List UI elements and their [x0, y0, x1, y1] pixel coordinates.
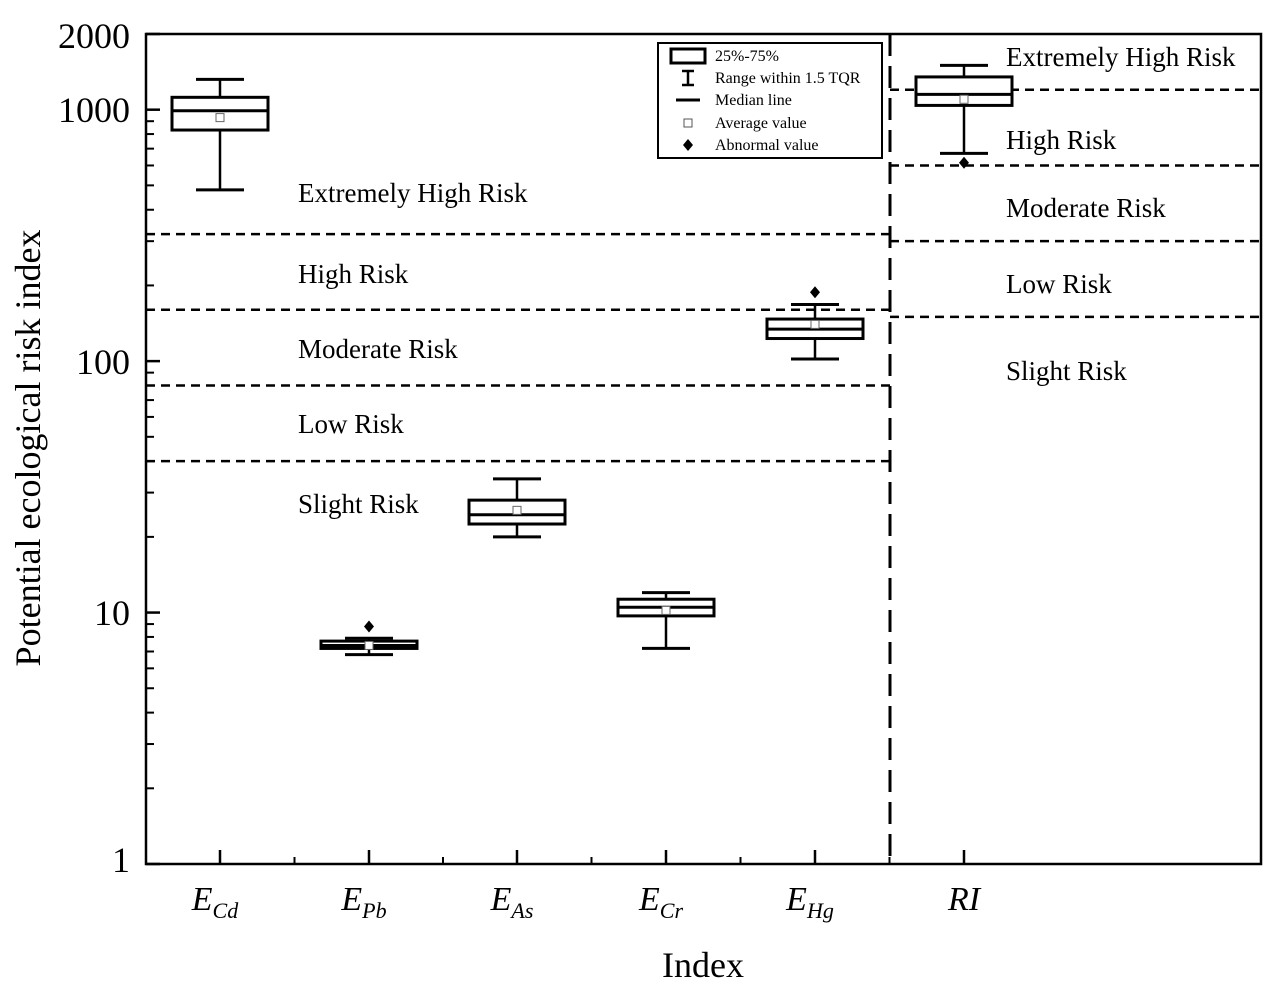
- y-tick-label: 10: [94, 593, 130, 633]
- risk-label-right: High Risk: [1006, 125, 1117, 155]
- box-EPb: [319, 620, 419, 657]
- x-tick-label-main: RI: [947, 881, 982, 918]
- x-tick-label-main: E: [191, 881, 213, 918]
- risk-label-right: Extremely High Risk: [1006, 42, 1236, 72]
- box-RI: [914, 63, 1014, 169]
- mean-marker: [810, 319, 820, 329]
- outlier-marker: [810, 286, 820, 299]
- legend-label: Average value: [715, 115, 807, 132]
- y-axis: 1 10 100 1000 2000: [58, 16, 160, 880]
- risk-label-right: Low Risk: [1006, 269, 1112, 299]
- x-tick-label-subscript: Pb: [361, 898, 386, 923]
- y-tick-label: 1: [112, 840, 130, 880]
- risk-threshold-lines: [146, 88, 1261, 463]
- box-ECr: [616, 591, 716, 650]
- mean-marker: [512, 505, 522, 515]
- box-EHg: [765, 286, 865, 361]
- legend-entry: Range within 1.5 TQR: [682, 69, 861, 87]
- risk-label-right: Moderate Risk: [1006, 193, 1166, 223]
- legend-entry: Abnormal value: [683, 137, 819, 154]
- x-tick-label-main: E: [340, 881, 362, 918]
- risk-label-left: Slight Risk: [298, 489, 419, 519]
- plot-border: [144, 32, 1263, 866]
- x-tick-label-subscript: Cr: [660, 898, 684, 923]
- x-tick-label-subscript: Hg: [806, 898, 834, 923]
- risk-labels: Extremely High Risk High Risk Moderate Ris…: [298, 42, 1236, 519]
- x-tick-label: ECd: [191, 881, 239, 923]
- risk-label-left: Moderate Risk: [298, 334, 458, 364]
- x-tick-label-subscript: As: [509, 898, 533, 923]
- mean-marker: [661, 605, 671, 615]
- y-tick-label: 2000: [58, 16, 130, 56]
- legend-label: Median line: [715, 92, 792, 109]
- plot-frame: [144, 32, 1263, 866]
- box-ECd: [170, 77, 270, 192]
- legend-outlier-symbol: [683, 139, 693, 151]
- x-tick-label: RI: [947, 881, 982, 918]
- y-tick-label: 100: [76, 342, 130, 382]
- x-tick-label: ECr: [638, 881, 683, 923]
- mean-marker: [364, 640, 374, 650]
- risk-label-right: Slight Risk: [1006, 356, 1127, 386]
- x-tick-label-main: E: [490, 881, 512, 918]
- legend-mean-symbol: [683, 118, 693, 128]
- legend-entry: 25%-75%: [669, 47, 779, 65]
- y-axis-title: Potential ecological risk index: [8, 230, 48, 667]
- legend: 25%-75% Range within 1.5 TQR Median line Av…: [657, 42, 883, 159]
- risk-label-left: Low Risk: [298, 409, 404, 439]
- mean-marker: [215, 113, 225, 123]
- x-tick-label-main: E: [638, 881, 660, 918]
- legend-label: Range within 1.5 TQR: [715, 70, 861, 87]
- legend-box-symbol: [669, 47, 707, 65]
- x-tick-label: EHg: [785, 881, 834, 923]
- legend-entry: Average value: [683, 115, 807, 132]
- risk-label-left: High Risk: [298, 259, 409, 289]
- legend-entry: Median line: [676, 92, 792, 109]
- x-tick-label-main: E: [785, 881, 807, 918]
- x-tick-label: EPb: [340, 881, 386, 923]
- x-tick-label-subscript: Cd: [213, 898, 240, 923]
- box-EAs: [467, 477, 567, 539]
- x-axis-title: Index: [662, 945, 744, 985]
- x-tick-label: EAs: [490, 881, 534, 923]
- outlier-marker: [364, 620, 374, 633]
- risk-label-left: Extremely High Risk: [298, 178, 528, 208]
- box-series: [170, 63, 1014, 657]
- outlier-marker: [959, 156, 969, 169]
- x-axis: ECd EPb EAs ECr EHg RI: [191, 850, 982, 923]
- y-tick-label: 1000: [58, 90, 130, 130]
- legend-label: Abnormal value: [715, 137, 819, 154]
- legend-label: 25%-75%: [715, 48, 779, 65]
- mean-marker: [959, 94, 969, 104]
